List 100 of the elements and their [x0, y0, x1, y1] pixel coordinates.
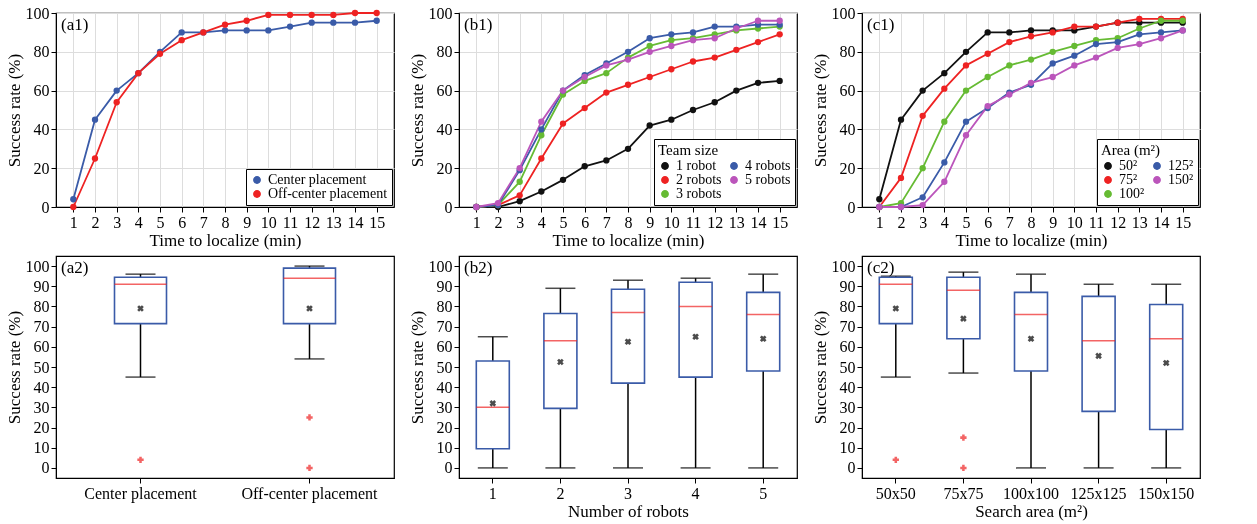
- x-tick-label: 9: [243, 213, 252, 231]
- x-tick-label: 13: [325, 213, 342, 231]
- y-axis-title: Success rate (%): [810, 310, 830, 425]
- x-tick-label: 2: [897, 213, 906, 231]
- y-tick-label: 0: [41, 459, 50, 477]
- y-tick-label: 20: [436, 159, 453, 177]
- legend-label: 100²: [1119, 186, 1145, 201]
- x-tick-label: 15: [1175, 213, 1192, 231]
- y-tick-label: 100: [25, 4, 50, 22]
- x-tick-label: 10: [260, 213, 277, 231]
- y-tick-label: 90: [839, 277, 856, 295]
- y-tick-label: 40: [839, 378, 856, 396]
- y-tick-label: 0: [444, 198, 453, 216]
- x-axis-title: Search area (m²): [975, 501, 1088, 521]
- annotation: (a1): [61, 15, 89, 34]
- y-tick-label: 40: [33, 378, 50, 396]
- x-tick-label: 3: [113, 213, 122, 231]
- annotation: (b2): [464, 258, 493, 277]
- y-tick-label: 80: [839, 297, 856, 315]
- x-axis-title: Time to localize (min): [955, 230, 1108, 250]
- x-tick-label: 5: [759, 484, 768, 502]
- annotation: (c2): [867, 258, 895, 277]
- legend-label: 125²: [1168, 158, 1194, 173]
- y-tick-label: 80: [839, 43, 856, 61]
- x-tick-label: 1: [875, 213, 884, 231]
- x-tick-label: 11: [282, 213, 299, 231]
- legend-label: 1 robot: [676, 158, 717, 173]
- x-tick-label: 4: [940, 213, 949, 231]
- y-tick-label: 80: [436, 43, 453, 61]
- legend-label: 150²: [1168, 172, 1194, 187]
- legend-label: 4 robots: [745, 158, 791, 173]
- x-tick-label: 10: [663, 213, 680, 231]
- x-tick-label: 6: [581, 213, 590, 231]
- y-tick-label: 60: [436, 338, 453, 356]
- annotation: (c1): [867, 15, 895, 34]
- x-tick-label: 6: [984, 213, 993, 231]
- y-tick-label: 50: [33, 358, 50, 376]
- x-tick-label: 3: [919, 213, 928, 231]
- y-tick-label: 20: [436, 419, 453, 437]
- legend-label: 75²: [1119, 172, 1138, 187]
- x-tick-label: 9: [1049, 213, 1058, 231]
- x-tick-label: 4: [691, 484, 700, 502]
- x-tick-label: 8: [221, 213, 230, 231]
- y-tick-label: 40: [33, 120, 50, 138]
- x-tick-label: 4: [134, 213, 143, 231]
- y-tick-label: 0: [444, 459, 453, 477]
- x-tick-label: 2: [91, 213, 100, 231]
- y-axis-title: Success rate (%): [407, 310, 427, 425]
- x-tick-label: 13: [728, 213, 745, 231]
- y-tick-label: 60: [436, 82, 453, 100]
- x-tick-label: 11: [1088, 213, 1105, 231]
- y-tick-label: 10: [33, 439, 50, 457]
- y-tick-label: 70: [839, 318, 856, 336]
- x-tick-label: 12: [1110, 213, 1127, 231]
- x-tick-label: 7: [1005, 213, 1014, 231]
- y-tick-label: 100: [428, 257, 453, 275]
- x-tick-label: 15: [772, 213, 789, 231]
- x-tick-label: 9: [646, 213, 655, 231]
- y-tick-label: 40: [436, 120, 453, 138]
- x-tick-label: 100x100: [1003, 484, 1059, 502]
- x-tick-label: 13: [1131, 213, 1148, 231]
- y-tick-label: 30: [436, 398, 453, 416]
- annotation: (b1): [464, 15, 493, 34]
- x-tick-label: 125x125: [1070, 484, 1127, 502]
- y-tick-label: 90: [436, 277, 453, 295]
- y-tick-label: 60: [839, 82, 856, 100]
- y-axis-title: Success rate (%): [407, 53, 427, 168]
- legend-title: Area (m²): [1101, 142, 1161, 159]
- x-tick-label: 3: [516, 213, 525, 231]
- x-tick-label: 3: [624, 484, 632, 502]
- y-tick-label: 60: [33, 82, 50, 100]
- y-tick-label: 50: [436, 358, 453, 376]
- x-tick-label: 75x75: [943, 484, 984, 502]
- y-tick-label: 100: [831, 4, 856, 22]
- y-tick-label: 80: [33, 43, 50, 61]
- x-axis-title: Time to localize (min): [149, 230, 302, 250]
- x-tick-label: 1: [472, 213, 481, 231]
- y-tick-label: 70: [436, 318, 453, 336]
- y-tick-label: 0: [41, 198, 50, 216]
- y-tick-label: 90: [33, 277, 50, 295]
- y-tick-label: 100: [831, 257, 856, 275]
- x-tick-label: 5: [156, 213, 165, 231]
- x-tick-label: 2: [556, 484, 565, 502]
- x-tick-label: 2: [494, 213, 503, 231]
- legend-label: 5 robots: [745, 172, 791, 187]
- x-tick-label: 14: [750, 213, 767, 231]
- x-tick-label: 11: [685, 213, 702, 231]
- legend-label: Center placement: [268, 172, 367, 187]
- y-tick-label: 30: [839, 398, 856, 416]
- legend-label: 50²: [1119, 158, 1138, 173]
- annotation: (a2): [61, 258, 89, 277]
- y-tick-label: 100: [25, 257, 50, 275]
- x-tick-label: 10: [1066, 213, 1083, 231]
- x-tick-label: 5: [559, 213, 568, 231]
- y-tick-label: 50: [839, 358, 856, 376]
- y-tick-label: 10: [436, 439, 453, 457]
- y-axis-title: Success rate (%): [4, 310, 24, 425]
- x-tick-label: 12: [707, 213, 724, 231]
- y-tick-label: 60: [839, 338, 856, 356]
- y-tick-label: 70: [33, 318, 50, 336]
